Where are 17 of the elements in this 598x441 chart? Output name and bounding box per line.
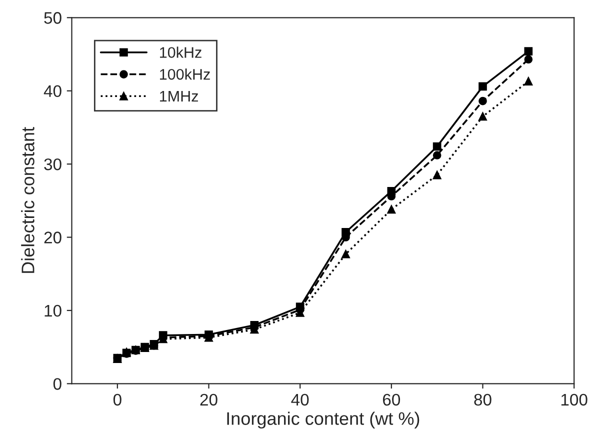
x-tick-label: 100: [561, 394, 588, 406]
legend-label: 10kHz: [160, 46, 202, 58]
legend-label: 1MHz: [160, 90, 198, 102]
y-axis-title: Dielectric constant: [21, 127, 34, 273]
y-tick-label: 20: [44, 232, 62, 244]
x-tick-label: 60: [382, 394, 400, 406]
x-tick-label: 40: [291, 394, 309, 406]
x-tick-label: 0: [113, 394, 122, 406]
x-axis-title: Inorganic content (wt %): [227, 412, 420, 429]
y-tick-label: 50: [44, 12, 62, 24]
y-tick-label: 30: [44, 158, 62, 170]
x-tick-label: 80: [474, 394, 492, 406]
y-tick-label: 0: [53, 378, 62, 390]
x-tick-label: 20: [200, 394, 218, 406]
y-tick-label: 40: [44, 85, 62, 98]
y-tick-label: 10: [44, 304, 62, 317]
legend-label: 100kHz: [160, 68, 210, 80]
